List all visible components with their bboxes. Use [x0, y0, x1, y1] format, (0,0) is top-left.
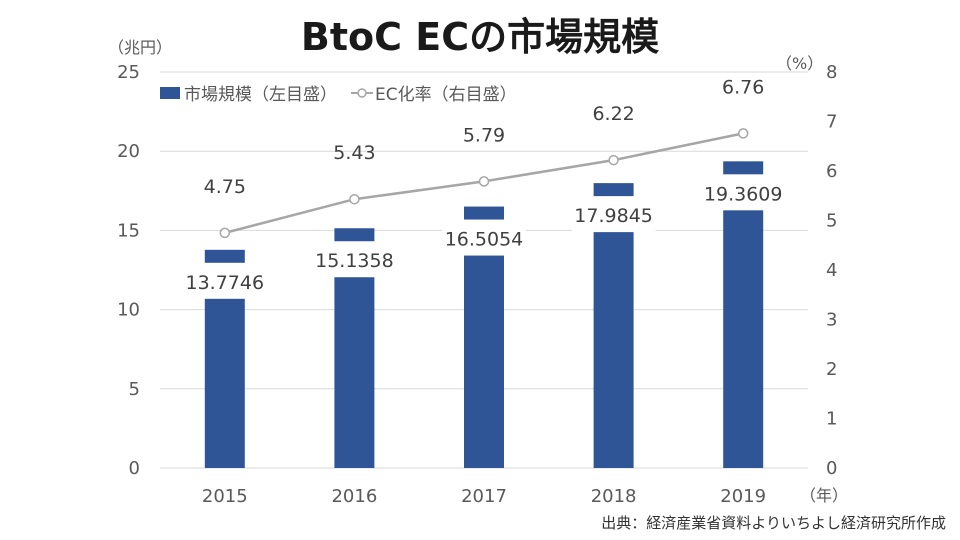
- right-axis-unit: （%）: [776, 54, 824, 73]
- bar-label-bg: [442, 219, 526, 256]
- left-axis-unit: （兆円）: [108, 38, 173, 57]
- left-tick-label: 20: [117, 141, 140, 162]
- left-tick-label: 10: [117, 300, 140, 321]
- ec-rate-label: 6.76: [722, 76, 764, 98]
- ec-rate-label: 4.75: [204, 176, 246, 198]
- bar-value-label: 15.1358: [315, 250, 394, 272]
- legend-item-line: EC化率（右目盛）: [351, 80, 517, 105]
- right-tick-label: 8: [826, 62, 837, 83]
- ec-rate-label: 5.43: [333, 142, 375, 164]
- bar-swatch-icon: [160, 86, 180, 99]
- legend-label-line: EC化率（右目盛）: [375, 85, 517, 105]
- x-axis-unit: （年）: [800, 486, 849, 505]
- ec-rate-point: [737, 128, 749, 139]
- left-tick-label: 25: [117, 62, 140, 83]
- right-tick-label: 6: [826, 161, 837, 182]
- bar-value-label: 19.3609: [704, 183, 783, 205]
- legend-item-bar: 市場規模（左目盛）: [160, 80, 337, 105]
- bar: [723, 161, 764, 468]
- line-marker-icon: [351, 87, 373, 98]
- right-tick-label: 2: [826, 359, 837, 380]
- bar-label-bg: [571, 196, 656, 233]
- bar-value-label: 16.5054: [445, 229, 524, 251]
- left-tick-label: 15: [117, 220, 140, 241]
- right-tick-label: 0: [826, 458, 837, 479]
- left-tick-label: 0: [129, 458, 140, 479]
- chart-title: BtoC ECの市場規模: [300, 15, 660, 59]
- legend: 市場規模（左目盛） EC化率（右目盛）: [160, 80, 531, 105]
- right-tick-label: 5: [826, 211, 837, 232]
- x-tick-label: 2016: [331, 486, 377, 507]
- ec-rate-point: [478, 176, 490, 187]
- x-tick-label: 2015: [202, 486, 248, 507]
- bar-value-label: 13.7746: [186, 272, 265, 294]
- right-tick-label: 4: [826, 260, 837, 281]
- x-tick-label: 2018: [591, 486, 637, 507]
- left-tick-label: 5: [129, 379, 140, 400]
- legend-label-bar: 市場規模（左目盛）: [184, 85, 337, 105]
- bar-label-bg: [312, 241, 397, 278]
- ec-rate-point: [219, 227, 231, 239]
- ec-rate-label: 6.22: [592, 103, 634, 125]
- right-tick-label: 3: [826, 310, 837, 331]
- ec-rate-label: 5.79: [463, 124, 505, 146]
- bar-value-label: 17.9845: [574, 205, 653, 227]
- bar-label-bg: [182, 262, 267, 299]
- right-tick-label: 1: [826, 409, 837, 430]
- ec-rate-point: [349, 193, 360, 205]
- source-note: 出典：経済産業省資料よりいちよし経済研究所作成: [601, 514, 946, 532]
- ec-rate-point: [608, 154, 619, 166]
- bar-label-bg: [701, 174, 786, 211]
- x-tick-label: 2019: [720, 486, 766, 507]
- right-tick-label: 7: [826, 112, 837, 133]
- x-tick-label: 2017: [461, 486, 507, 507]
